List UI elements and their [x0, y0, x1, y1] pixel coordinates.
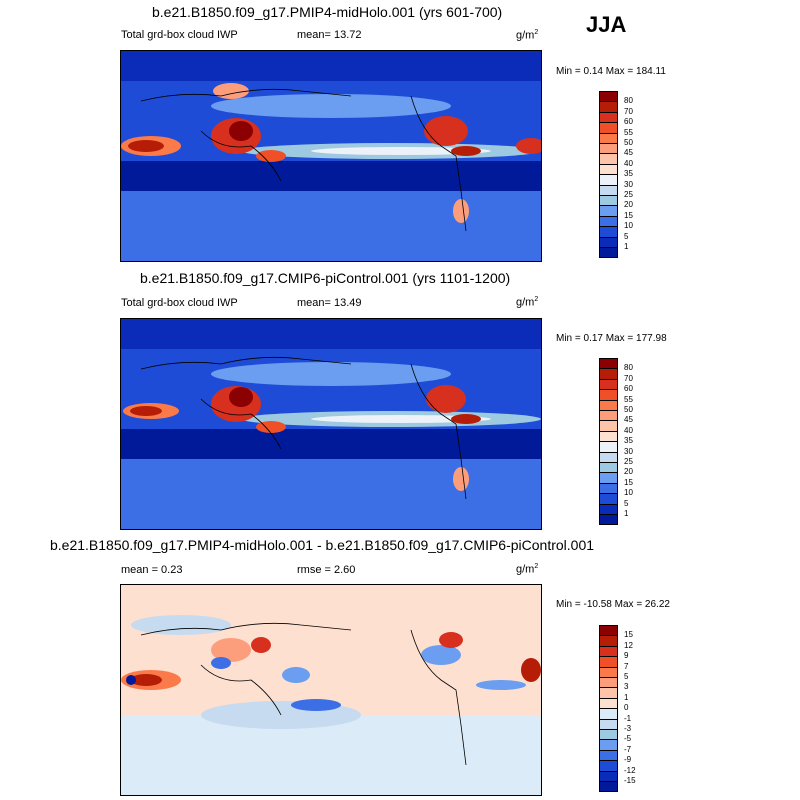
colorbar-tick-label: 40 — [624, 158, 633, 168]
panel2-field-label: Total grd-box cloud IWP — [121, 297, 238, 309]
panel3-minmax: Min = -10.58 Max = 26.22 — [556, 599, 670, 610]
colorbar-tick-label: 7 — [624, 661, 629, 671]
colorbar-tick-label: 30 — [624, 446, 633, 456]
colorbar-tick-label: 20 — [624, 200, 633, 210]
colorbar-tick-label: 15 — [624, 630, 633, 640]
colorbar-tick-label: 55 — [624, 394, 633, 404]
colorbar-tick-label: 30 — [624, 179, 633, 189]
colorbar-tick-label: 10 — [624, 221, 633, 231]
colorbar-tick-label: 10 — [624, 488, 633, 498]
colorbar-tick-label: 70 — [624, 373, 633, 383]
colorbar-tick-label: 35 — [624, 436, 633, 446]
colorbar-tick-label: 60 — [624, 117, 633, 127]
panel2-title: b.e21.B1850.f09_g17.CMIP6-piControl.001 … — [140, 270, 511, 286]
colorbar-swatch — [599, 514, 618, 526]
colorbar-tick-label: 0 — [624, 703, 629, 713]
colorbar-tick-label: 15 — [624, 477, 633, 487]
colorbar-swatch — [599, 247, 618, 259]
colorbar-tick-label: 50 — [624, 405, 633, 414]
panel1-map — [120, 50, 542, 262]
colorbar-tick-label: -9 — [624, 755, 632, 765]
colorbar-tick-label: 1 — [624, 509, 629, 518]
colorbar-swatch — [599, 781, 618, 793]
panel1-field-label: Total grd-box cloud IWP — [121, 29, 238, 41]
colorbar-tick-label: 45 — [624, 415, 633, 425]
colorbar-tick-label: -3 — [624, 724, 632, 733]
panel2-minmax: Min = 0.17 Max = 177.98 — [556, 333, 667, 344]
colorbar-tick-label: 70 — [624, 106, 633, 116]
colorbar-tick-label: -5 — [624, 734, 632, 744]
colorbar-tick-label: 60 — [624, 384, 633, 394]
colorbar-tick-label: -12 — [624, 765, 636, 775]
season-label: JJA — [586, 12, 627, 37]
colorbar-tick-label: -7 — [624, 744, 632, 754]
colorbar-tick-label: 5 — [624, 498, 629, 508]
panel2-map — [120, 318, 542, 530]
colorbar-tick-label: 55 — [624, 127, 633, 137]
panel1-units: g/m2 — [516, 29, 539, 42]
colorbar-tick-label: 3 — [624, 682, 629, 692]
panel3-rmse: rmse = 2.60 — [297, 564, 356, 576]
colorbar-tick-label: 25 — [624, 190, 633, 199]
panel3-mean: mean = 0.23 — [121, 564, 183, 576]
colorbar-tick-label: -15 — [624, 776, 636, 785]
colorbar-tick-label: 1 — [624, 242, 629, 251]
panel1-minmax: Min = 0.14 Max = 184.11 — [556, 66, 666, 77]
panel3-title: b.e21.B1850.f09_g17.PMIP4-midHolo.001 - … — [50, 537, 595, 553]
colorbar-tick-label: 9 — [624, 651, 629, 661]
colorbar-tick-label: 50 — [624, 138, 633, 147]
panel3-map — [120, 584, 542, 796]
colorbar-tick-label: 40 — [624, 425, 633, 435]
panel1-title: b.e21.B1850.f09_g17.PMIP4-midHolo.001 (y… — [152, 4, 503, 20]
panel2-mean: mean= 13.49 — [297, 297, 362, 309]
colorbar-tick-label: 45 — [624, 148, 633, 158]
colorbar-tick-label: 35 — [624, 169, 633, 179]
colorbar-tick-label: 5 — [624, 672, 629, 681]
colorbar-tick-label: 5 — [624, 231, 629, 241]
colorbar-tick-label: 80 — [624, 96, 633, 106]
colorbar-tick-label: 12 — [624, 640, 633, 650]
colorbar-tick-label: 80 — [624, 363, 633, 373]
colorbar-tick-label: -1 — [624, 713, 632, 723]
panel1-mean: mean= 13.72 — [297, 29, 362, 41]
colorbar-tick-label: 25 — [624, 457, 633, 466]
colorbar-tick-label: 15 — [624, 210, 633, 220]
panel3-units: g/m2 — [516, 563, 539, 576]
colorbar-tick-label: 20 — [624, 467, 633, 477]
colorbar-tick-label: 1 — [624, 692, 629, 702]
panel2-units: g/m2 — [516, 296, 539, 309]
